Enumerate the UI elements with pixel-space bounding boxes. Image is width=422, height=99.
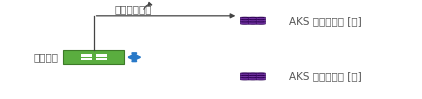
Text: ロールバック: ロールバック (115, 4, 152, 14)
Ellipse shape (249, 75, 257, 76)
Ellipse shape (241, 17, 249, 18)
FancyBboxPatch shape (96, 54, 107, 57)
FancyBboxPatch shape (240, 19, 250, 22)
FancyBboxPatch shape (96, 58, 107, 60)
Ellipse shape (249, 19, 257, 20)
Text: AKS クラスター [緑]: AKS クラスター [緑] (289, 71, 361, 81)
Ellipse shape (241, 79, 249, 80)
FancyBboxPatch shape (81, 58, 92, 60)
FancyBboxPatch shape (248, 22, 258, 24)
Ellipse shape (241, 19, 249, 20)
Ellipse shape (249, 17, 257, 18)
Ellipse shape (257, 19, 264, 20)
FancyBboxPatch shape (248, 77, 258, 80)
Ellipse shape (241, 19, 249, 20)
Text: ルーター: ルーター (33, 52, 58, 62)
FancyBboxPatch shape (240, 73, 250, 76)
FancyBboxPatch shape (256, 75, 265, 78)
Ellipse shape (249, 77, 257, 78)
FancyBboxPatch shape (256, 73, 265, 76)
Ellipse shape (241, 77, 249, 78)
FancyBboxPatch shape (256, 77, 265, 80)
FancyBboxPatch shape (240, 75, 250, 78)
Ellipse shape (257, 73, 264, 74)
Ellipse shape (241, 21, 249, 22)
Ellipse shape (241, 75, 249, 76)
FancyBboxPatch shape (256, 17, 265, 20)
Ellipse shape (241, 77, 249, 78)
FancyBboxPatch shape (63, 50, 124, 64)
Ellipse shape (241, 75, 249, 76)
Ellipse shape (257, 75, 264, 76)
Ellipse shape (249, 77, 257, 78)
FancyBboxPatch shape (248, 75, 258, 78)
FancyBboxPatch shape (248, 73, 258, 76)
Ellipse shape (257, 19, 264, 20)
Ellipse shape (257, 75, 264, 76)
FancyBboxPatch shape (256, 22, 265, 24)
Ellipse shape (257, 77, 264, 78)
Ellipse shape (257, 79, 264, 80)
Ellipse shape (257, 21, 264, 22)
Ellipse shape (249, 19, 257, 20)
FancyBboxPatch shape (81, 54, 92, 57)
Ellipse shape (257, 17, 264, 18)
FancyBboxPatch shape (248, 19, 258, 22)
FancyBboxPatch shape (240, 17, 250, 20)
Ellipse shape (241, 73, 249, 74)
Ellipse shape (249, 75, 257, 76)
Text: AKS クラスター [青]: AKS クラスター [青] (289, 16, 361, 26)
FancyBboxPatch shape (256, 19, 265, 22)
FancyBboxPatch shape (240, 77, 250, 80)
Ellipse shape (249, 21, 257, 22)
Ellipse shape (249, 79, 257, 80)
Ellipse shape (257, 77, 264, 78)
FancyBboxPatch shape (240, 22, 250, 24)
FancyBboxPatch shape (248, 17, 258, 20)
Ellipse shape (249, 73, 257, 74)
